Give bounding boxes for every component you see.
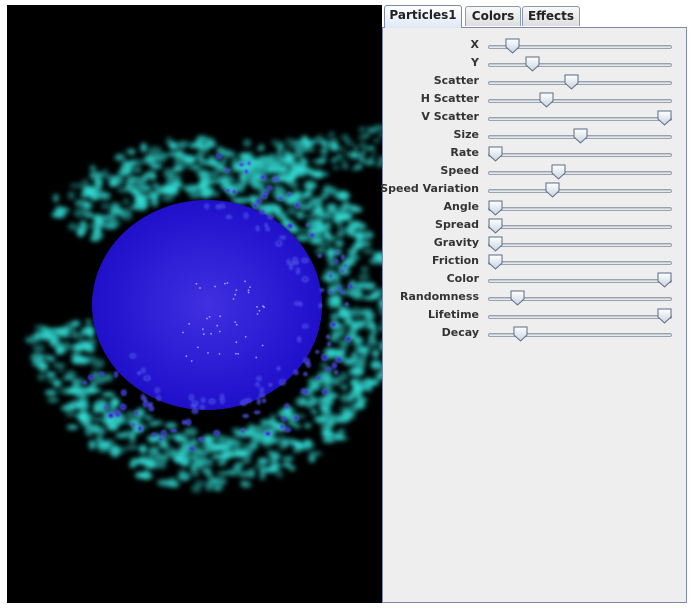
slider-track-scatter[interactable]: [488, 81, 672, 85]
slider-track-gravity[interactable]: [488, 243, 672, 247]
slider-thumb-h-scatter[interactable]: [539, 92, 554, 108]
slider-track-randomness[interactable]: [488, 297, 672, 301]
slider-label-speed-variation: Speed Variation: [380, 182, 479, 195]
slider-row-size: Size: [383, 127, 688, 145]
slider-row-speed-variation: Speed Variation: [380, 181, 688, 199]
slider-label-decay: Decay: [441, 326, 479, 339]
slider-thumb-speed-variation[interactable]: [545, 182, 560, 198]
tab-bar: Particles1 Colors Effects: [382, 5, 687, 28]
slider-track-angle[interactable]: [488, 207, 672, 211]
slider-label-angle: Angle: [443, 200, 479, 213]
slider-label-y: Y: [471, 56, 479, 69]
slider-row-friction: Friction: [383, 253, 688, 271]
slider-thumb-speed[interactable]: [551, 164, 566, 180]
slider-thumb-scatter[interactable]: [564, 74, 579, 90]
particles1-tab-content: X Y Scatter H Scatter V Scatter Size Rate Speed…: [380, 27, 688, 603]
slider-row-randomness: Randomness: [383, 289, 688, 307]
slider-thumb-lifetime[interactable]: [657, 308, 672, 324]
slider-label-rate: Rate: [450, 146, 479, 159]
slider-label-randomness: Randomness: [399, 290, 479, 303]
slider-track-v-scatter[interactable]: [488, 117, 672, 121]
slider-row-speed: Speed: [383, 163, 688, 181]
tab-effects[interactable]: Effects: [522, 6, 580, 26]
slider-row-spread: Spread: [383, 217, 688, 235]
slider-thumb-friction[interactable]: [488, 254, 503, 270]
slider-label-scatter: Scatter: [433, 74, 479, 87]
slider-label-h-scatter: H Scatter: [420, 92, 479, 105]
slider-track-spread[interactable]: [488, 225, 672, 229]
slider-row-gravity: Gravity: [383, 235, 688, 253]
slider-thumb-spread[interactable]: [488, 218, 503, 234]
slider-track-color[interactable]: [488, 279, 672, 283]
slider-track-speed-variation[interactable]: [488, 189, 672, 193]
slider-thumb-size[interactable]: [573, 128, 588, 144]
slider-row-h-scatter: H Scatter: [383, 91, 688, 109]
slider-label-lifetime: Lifetime: [428, 308, 479, 321]
slider-track-y[interactable]: [488, 63, 672, 67]
slider-thumb-gravity[interactable]: [488, 236, 503, 252]
slider-row-rate: Rate: [383, 145, 688, 163]
slider-track-decay[interactable]: [488, 333, 672, 337]
slider-row-color: Color: [383, 271, 688, 289]
slider-thumb-angle[interactable]: [488, 200, 503, 216]
slider-label-size: Size: [453, 128, 479, 141]
slider-label-gravity: Gravity: [433, 236, 479, 249]
slider-track-lifetime[interactable]: [488, 315, 672, 319]
slider-track-h-scatter[interactable]: [488, 99, 672, 103]
slider-track-friction[interactable]: [488, 261, 672, 265]
slider-thumb-rate[interactable]: [488, 146, 503, 162]
slider-track-speed[interactable]: [488, 171, 672, 175]
tab-particles1[interactable]: Particles1: [384, 5, 462, 28]
slider-track-x[interactable]: [488, 45, 672, 49]
slider-label-spread: Spread: [435, 218, 479, 231]
slider-thumb-y[interactable]: [525, 56, 540, 72]
slider-row-angle: Angle: [383, 199, 688, 217]
slider-thumb-v-scatter[interactable]: [657, 110, 672, 126]
slider-thumb-decay[interactable]: [513, 326, 528, 342]
tab-colors[interactable]: Colors: [465, 6, 521, 26]
slider-label-friction: Friction: [432, 254, 479, 267]
slider-label-v-scatter: V Scatter: [421, 110, 479, 123]
slider-track-rate[interactable]: [488, 153, 672, 157]
slider-row-decay: Decay: [383, 325, 688, 343]
slider-label-x: X: [470, 38, 479, 51]
slider-row-scatter: Scatter: [383, 73, 688, 91]
slider-thumb-color[interactable]: [657, 272, 672, 288]
slider-label-color: Color: [446, 272, 479, 285]
slider-row-y: Y: [383, 55, 688, 73]
slider-thumb-randomness[interactable]: [510, 290, 525, 306]
slider-label-speed: Speed: [440, 164, 479, 177]
slider-row-lifetime: Lifetime: [383, 307, 688, 325]
slider-row-v-scatter: V Scatter: [383, 109, 688, 127]
particle-canvas[interactable]: [7, 5, 382, 603]
settings-panel: Particles1 Colors Effects X Y Scatter H Sca…: [380, 5, 688, 603]
particle-swirl-render: [25, 124, 382, 493]
slider-row-x: X: [383, 37, 688, 55]
slider-thumb-x[interactable]: [505, 38, 520, 54]
